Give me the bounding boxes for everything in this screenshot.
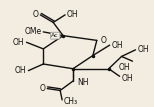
Text: OH: OH — [13, 38, 24, 47]
Text: OMe: OMe — [24, 27, 41, 36]
Text: NH: NH — [77, 78, 89, 87]
Text: O: O — [101, 36, 107, 45]
Text: CH₃: CH₃ — [64, 97, 78, 106]
Text: Ac: Ac — [51, 33, 59, 38]
Text: OH: OH — [122, 74, 133, 83]
Text: OH: OH — [112, 41, 123, 50]
Text: OH: OH — [15, 66, 26, 75]
Text: OH: OH — [67, 10, 79, 19]
Text: OH: OH — [138, 45, 149, 54]
Text: OH: OH — [119, 63, 130, 72]
Text: O: O — [32, 10, 38, 19]
Text: O: O — [39, 84, 45, 93]
